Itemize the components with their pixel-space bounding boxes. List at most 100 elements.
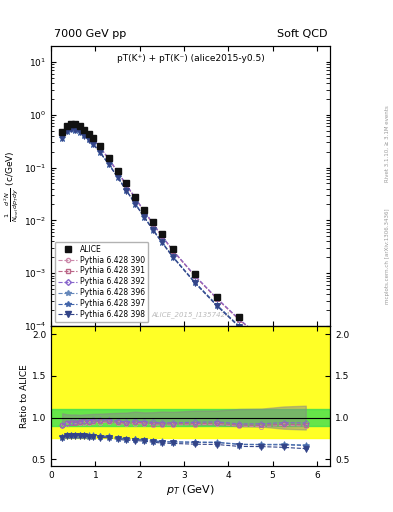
Pythia 6.428 396 [237, 323, 242, 329]
Pythia 6.428 390 [86, 132, 91, 138]
Pythia 6.428 391 [133, 195, 138, 201]
Pythia 6.428 392 [91, 136, 95, 142]
Pythia 6.428 397 [215, 303, 220, 309]
Pythia 6.428 398 [115, 175, 120, 181]
Pythia 6.428 397 [97, 149, 102, 155]
Pythia 6.428 391 [82, 128, 87, 134]
Bar [51, 409, 330, 426]
Pythia 6.428 396 [303, 377, 308, 383]
Pythia 6.428 396 [115, 174, 120, 180]
Pythia 6.428 398 [86, 137, 91, 143]
Pythia 6.428 391 [124, 182, 129, 188]
Pythia 6.428 398 [107, 161, 111, 167]
Pythia 6.428 390 [73, 123, 78, 129]
Pythia 6.428 397 [303, 377, 308, 383]
Pythia 6.428 397 [160, 239, 164, 245]
Pythia 6.428 397 [107, 161, 111, 167]
Pythia 6.428 398 [259, 343, 264, 349]
Pythia 6.428 396 [107, 161, 111, 167]
Pythia 6.428 397 [237, 323, 242, 329]
X-axis label: $p_T$ (GeV): $p_T$ (GeV) [166, 482, 215, 497]
Pythia 6.428 392 [259, 334, 264, 340]
Line: Pythia 6.428 390: Pythia 6.428 390 [60, 123, 308, 376]
Pythia 6.428 397 [193, 280, 197, 286]
Pythia 6.428 392 [115, 168, 120, 175]
Pythia 6.428 392 [160, 232, 164, 239]
Pythia 6.428 396 [91, 141, 95, 147]
Pythia 6.428 392 [303, 370, 308, 376]
Pythia 6.428 392 [64, 124, 69, 130]
Pythia 6.428 390 [142, 208, 147, 215]
Pythia 6.428 392 [107, 155, 111, 161]
Pythia 6.428 391 [160, 233, 164, 239]
Pythia 6.428 396 [69, 126, 73, 132]
Pythia 6.428 396 [142, 214, 147, 220]
Pythia 6.428 396 [281, 359, 286, 366]
Pythia 6.428 396 [151, 226, 155, 232]
Pythia 6.428 391 [259, 335, 264, 341]
Pythia 6.428 390 [171, 248, 175, 254]
Pythia 6.428 390 [259, 335, 264, 342]
Line: Pythia 6.428 396: Pythia 6.428 396 [59, 125, 309, 383]
Pythia 6.428 390 [69, 122, 73, 129]
Pythia 6.428 398 [69, 126, 73, 132]
Pythia 6.428 396 [160, 239, 164, 245]
Pythia 6.428 391 [281, 352, 286, 358]
Pythia 6.428 397 [91, 141, 95, 147]
Pythia 6.428 390 [97, 144, 102, 151]
Pythia 6.428 398 [237, 324, 242, 330]
Pythia 6.428 391 [97, 144, 102, 150]
Legend: ALICE, Pythia 6.428 390, Pythia 6.428 391, Pythia 6.428 392, Pythia 6.428 396, P: ALICE, Pythia 6.428 390, Pythia 6.428 39… [55, 242, 148, 322]
Pythia 6.428 391 [64, 124, 69, 131]
Pythia 6.428 398 [77, 129, 82, 135]
Pythia 6.428 398 [151, 227, 155, 233]
Pythia 6.428 392 [237, 316, 242, 323]
Pythia 6.428 396 [64, 128, 69, 134]
Pythia 6.428 396 [124, 187, 129, 193]
Pythia 6.428 391 [142, 208, 147, 214]
Pythia 6.428 390 [107, 156, 111, 162]
Pythia 6.428 398 [281, 360, 286, 367]
Pythia 6.428 390 [115, 169, 120, 175]
Pythia 6.428 397 [64, 128, 69, 134]
Pythia 6.428 390 [160, 233, 164, 239]
Pythia 6.428 398 [171, 254, 175, 260]
Pythia 6.428 390 [64, 124, 69, 131]
Pythia 6.428 392 [133, 195, 138, 201]
Pythia 6.428 398 [193, 280, 197, 286]
Pythia 6.428 398 [73, 127, 78, 133]
Pythia 6.428 392 [151, 220, 155, 226]
Text: mcplots.cern.ch [arXiv:1306.3436]: mcplots.cern.ch [arXiv:1306.3436] [385, 208, 390, 304]
Pythia 6.428 391 [60, 131, 64, 137]
Pythia 6.428 396 [73, 126, 78, 133]
Pythia 6.428 397 [259, 342, 264, 348]
Pythia 6.428 397 [77, 129, 82, 135]
Pythia 6.428 391 [237, 316, 242, 323]
Text: 7000 GeV pp: 7000 GeV pp [54, 29, 126, 39]
Bar [51, 326, 330, 438]
Pythia 6.428 392 [193, 272, 197, 279]
Pythia 6.428 392 [281, 352, 286, 358]
Pythia 6.428 397 [133, 201, 138, 207]
Line: Pythia 6.428 398: Pythia 6.428 398 [59, 126, 309, 385]
Pythia 6.428 397 [171, 253, 175, 260]
Pythia 6.428 392 [86, 132, 91, 138]
Y-axis label: $\frac{1}{N_{inel}} \frac{d^2N}{dp_Tdy}$ (c/GeV): $\frac{1}{N_{inel}} \frac{d^2N}{dp_Tdy}$… [3, 151, 21, 222]
Pythia 6.428 397 [151, 226, 155, 232]
Pythia 6.428 396 [97, 148, 102, 155]
Pythia 6.428 397 [73, 126, 78, 133]
Pythia 6.428 398 [91, 141, 95, 147]
Pythia 6.428 390 [193, 273, 197, 280]
Pythia 6.428 391 [215, 296, 220, 302]
Pythia 6.428 391 [73, 123, 78, 129]
Pythia 6.428 390 [237, 317, 242, 323]
Pythia 6.428 398 [97, 150, 102, 156]
Pythia 6.428 396 [133, 201, 138, 207]
Pythia 6.428 391 [107, 156, 111, 162]
Pythia 6.428 390 [124, 182, 129, 188]
Text: pT(K⁺) + pT(K⁻) (alice2015-y0.5): pT(K⁺) + pT(K⁻) (alice2015-y0.5) [117, 54, 264, 63]
Text: Soft QCD: Soft QCD [277, 29, 327, 39]
Pythia 6.428 391 [91, 136, 95, 142]
Pythia 6.428 392 [171, 247, 175, 253]
Line: Pythia 6.428 391: Pythia 6.428 391 [60, 123, 308, 375]
